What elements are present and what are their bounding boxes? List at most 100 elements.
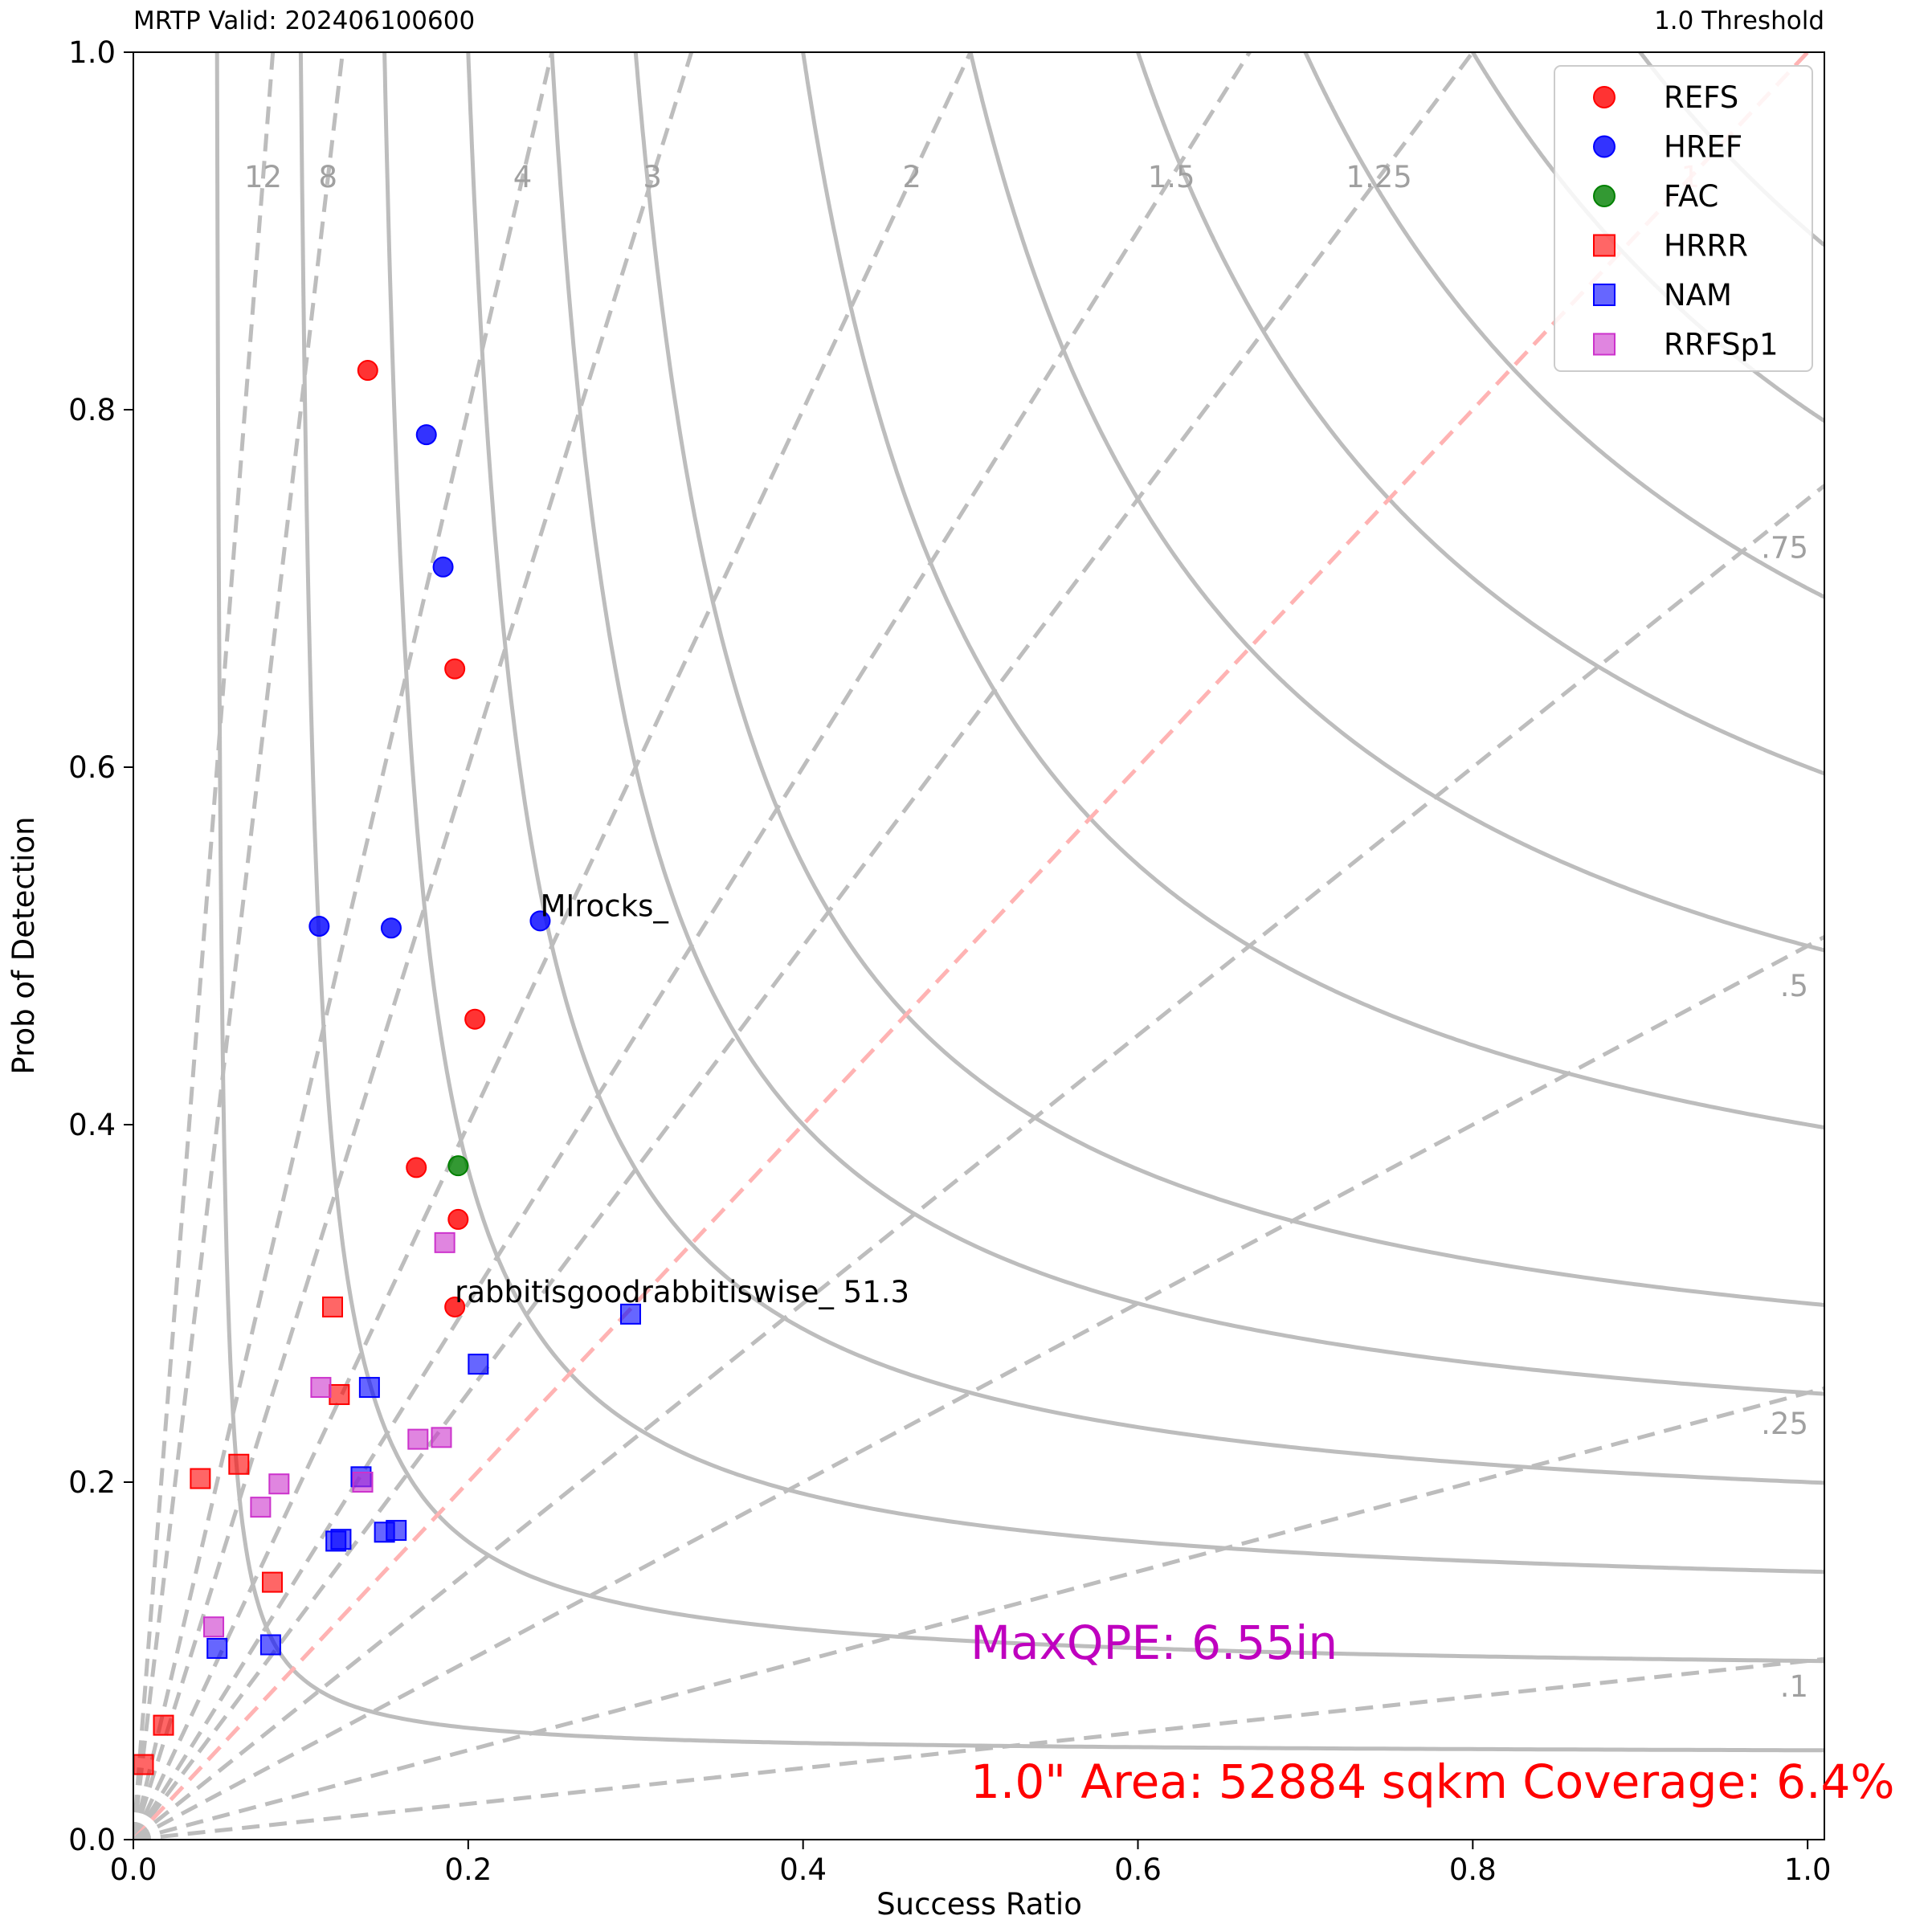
bias-label: 1.25 (1346, 160, 1411, 194)
point-hrrr (322, 1296, 344, 1317)
bias-line (133, 1656, 1824, 1840)
x-tick-label: 0.6 (1114, 1852, 1162, 1887)
csi-contour (633, 52, 1824, 1307)
bias-label: 1.5 (1148, 160, 1195, 194)
x-axis-label: Success Ratio (876, 1887, 1082, 1922)
point-labels: MIrocks_ rabbitisgoodrabbitiswise_ 51.3 (455, 888, 909, 1309)
point-label: MIrocks_ (540, 888, 668, 923)
point-refs (444, 658, 466, 680)
max-qpe-annotation: MaxQPE: 6.55in (970, 1615, 1338, 1670)
bias-line (133, 52, 1252, 1840)
legend-marker-nam (1593, 284, 1616, 306)
point-rrfsp1 (431, 1427, 452, 1448)
y-tick-label: 0.4 (68, 1108, 116, 1142)
point-rrfsp1 (268, 1473, 290, 1495)
data-points (133, 360, 641, 1775)
y-tick-label: 0.8 (68, 393, 116, 427)
legend-label-fac: FAC (1664, 179, 1718, 214)
plot-frame (133, 51, 1825, 1840)
bias-line (133, 52, 554, 1840)
point-nam (206, 1637, 228, 1659)
point-href (529, 910, 551, 932)
point-rrfsp1 (203, 1616, 225, 1638)
bias-line (133, 1386, 1824, 1840)
y-axis-ticks: 0.0 0.2 0.4 0.6 0.8 1.0 (68, 35, 133, 1857)
legend-label-nam: NAM (1664, 278, 1732, 312)
csi-contour (214, 52, 1824, 1753)
bias-line (133, 484, 1824, 1840)
point-refs (444, 1296, 466, 1317)
x-tick-label: 0.8 (1449, 1852, 1497, 1887)
point-nam (358, 1377, 380, 1399)
legend-label-href: HREF (1664, 130, 1742, 165)
bias-label: 12 (244, 160, 282, 194)
point-refs (464, 1008, 486, 1030)
point-hrrr (153, 1714, 174, 1736)
bias-line (133, 52, 1811, 1840)
bias-lines (133, 52, 1824, 1840)
point-rrfsp1 (434, 1231, 455, 1253)
bias-label: .1 (1780, 1669, 1808, 1704)
point-href (308, 916, 330, 937)
y-tick-label: 1.0 (68, 35, 116, 70)
csi-contour (1303, 52, 1824, 599)
point-nam (330, 1529, 352, 1550)
bias-label: 4 (513, 160, 533, 194)
csi-contour (968, 52, 1824, 953)
csi-contour (549, 52, 1824, 1396)
legend-label-hrrr: HRRR (1664, 229, 1748, 263)
header-valid-time: MRTP Valid: 202406100600 (133, 6, 475, 35)
x-tick-label: 0.2 (444, 1852, 492, 1887)
legend-label-rrfsp1: RRFSp1 (1664, 328, 1779, 362)
y-tick-label: 0.2 (68, 1465, 116, 1500)
point-refs (406, 1157, 427, 1178)
point-href (432, 556, 454, 578)
bias-line (133, 52, 973, 1840)
bias-label: 2 (902, 160, 921, 194)
y-tick-label: 0.6 (68, 750, 116, 785)
bias-label: .25 (1761, 1407, 1808, 1441)
point-refs (357, 360, 378, 382)
bias-label: .75 (1761, 531, 1808, 566)
x-tick-label: 0.0 (110, 1852, 157, 1887)
point-hrrr (329, 1383, 350, 1405)
point-refs (447, 1208, 469, 1230)
point-nam (374, 1522, 395, 1543)
header-threshold: 1.0 Threshold (1654, 6, 1824, 35)
bias-line (133, 52, 1476, 1840)
point-nam (468, 1354, 489, 1375)
legend: REFS HREF FAC HRRR NAM RRFSp1 (1554, 65, 1813, 372)
point-rrfsp1 (407, 1428, 429, 1450)
legend-box (1554, 65, 1813, 372)
y-axis-label: Prob of Detection (6, 816, 41, 1074)
point-hrrr (190, 1468, 211, 1489)
bias-line (133, 52, 694, 1840)
bias-label: 3 (643, 160, 662, 194)
x-tick-label: 0.4 (779, 1852, 827, 1887)
point-rrfsp1 (250, 1497, 272, 1518)
point-nam (619, 1303, 641, 1325)
point-hrrr (133, 1754, 154, 1775)
point-nam (259, 1634, 281, 1656)
bias-label: .5 (1780, 969, 1808, 1003)
x-tick-label: 1.0 (1784, 1852, 1832, 1887)
point-label: rabbitisgoodrabbitiswise_ 51.3 (455, 1275, 909, 1309)
bias-label: 8 (319, 160, 338, 194)
point-rrfsp1 (310, 1377, 332, 1399)
legend-label-refs: REFS (1664, 80, 1738, 115)
csi-contour (1136, 52, 1824, 776)
point-href (380, 917, 402, 939)
point-fac (447, 1155, 469, 1177)
area-coverage-annotation: 1.0" Area: 52884 sqkm Coverage: 6.4% (970, 1754, 1895, 1809)
point-hrrr (261, 1571, 283, 1593)
legend-marker-href (1593, 135, 1616, 158)
point-href (415, 424, 437, 446)
bias-line (133, 935, 1824, 1840)
legend-marker-refs (1593, 86, 1616, 108)
point-rrfsp1 (352, 1472, 374, 1493)
legend-marker-rrfsp1 (1593, 333, 1616, 356)
y-tick-label: 0.0 (68, 1823, 116, 1857)
